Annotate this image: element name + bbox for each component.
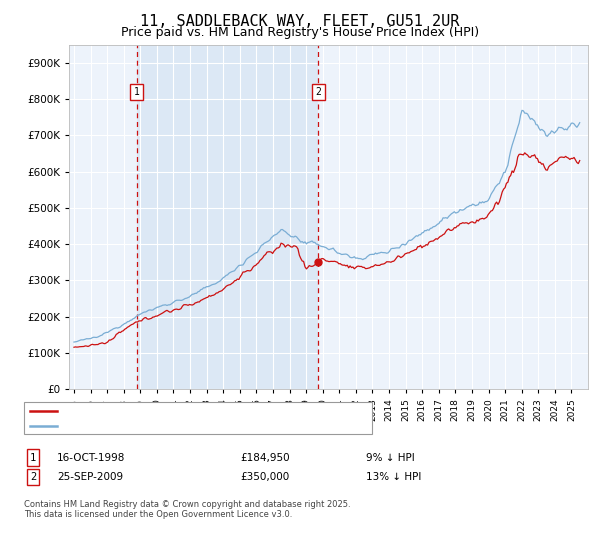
- Text: Contains HM Land Registry data © Crown copyright and database right 2025.: Contains HM Land Registry data © Crown c…: [24, 500, 350, 508]
- Text: £350,000: £350,000: [240, 472, 289, 482]
- Text: 16-OCT-1998: 16-OCT-1998: [57, 452, 125, 463]
- Text: HPI: Average price, detached house, Hart: HPI: Average price, detached house, Hart: [63, 421, 265, 431]
- Text: 2: 2: [30, 472, 36, 482]
- Text: 11, SADDLEBACK WAY, FLEET, GU51 2UR: 11, SADDLEBACK WAY, FLEET, GU51 2UR: [140, 14, 460, 29]
- Text: 2: 2: [315, 87, 321, 97]
- Text: This data is licensed under the Open Government Licence v3.0.: This data is licensed under the Open Gov…: [24, 510, 292, 519]
- Text: 9% ↓ HPI: 9% ↓ HPI: [366, 452, 415, 463]
- Bar: [137, 45, 318, 389]
- Text: 25-SEP-2009: 25-SEP-2009: [57, 472, 123, 482]
- Text: Price paid vs. HM Land Registry's House Price Index (HPI): Price paid vs. HM Land Registry's House …: [121, 26, 479, 39]
- Text: 13% ↓ HPI: 13% ↓ HPI: [366, 472, 421, 482]
- Text: 11, SADDLEBACK WAY, FLEET, GU51 2UR (detached house): 11, SADDLEBACK WAY, FLEET, GU51 2UR (det…: [63, 405, 353, 416]
- Text: £184,950: £184,950: [240, 452, 290, 463]
- Text: 1: 1: [30, 452, 36, 463]
- Text: 1: 1: [134, 87, 140, 97]
